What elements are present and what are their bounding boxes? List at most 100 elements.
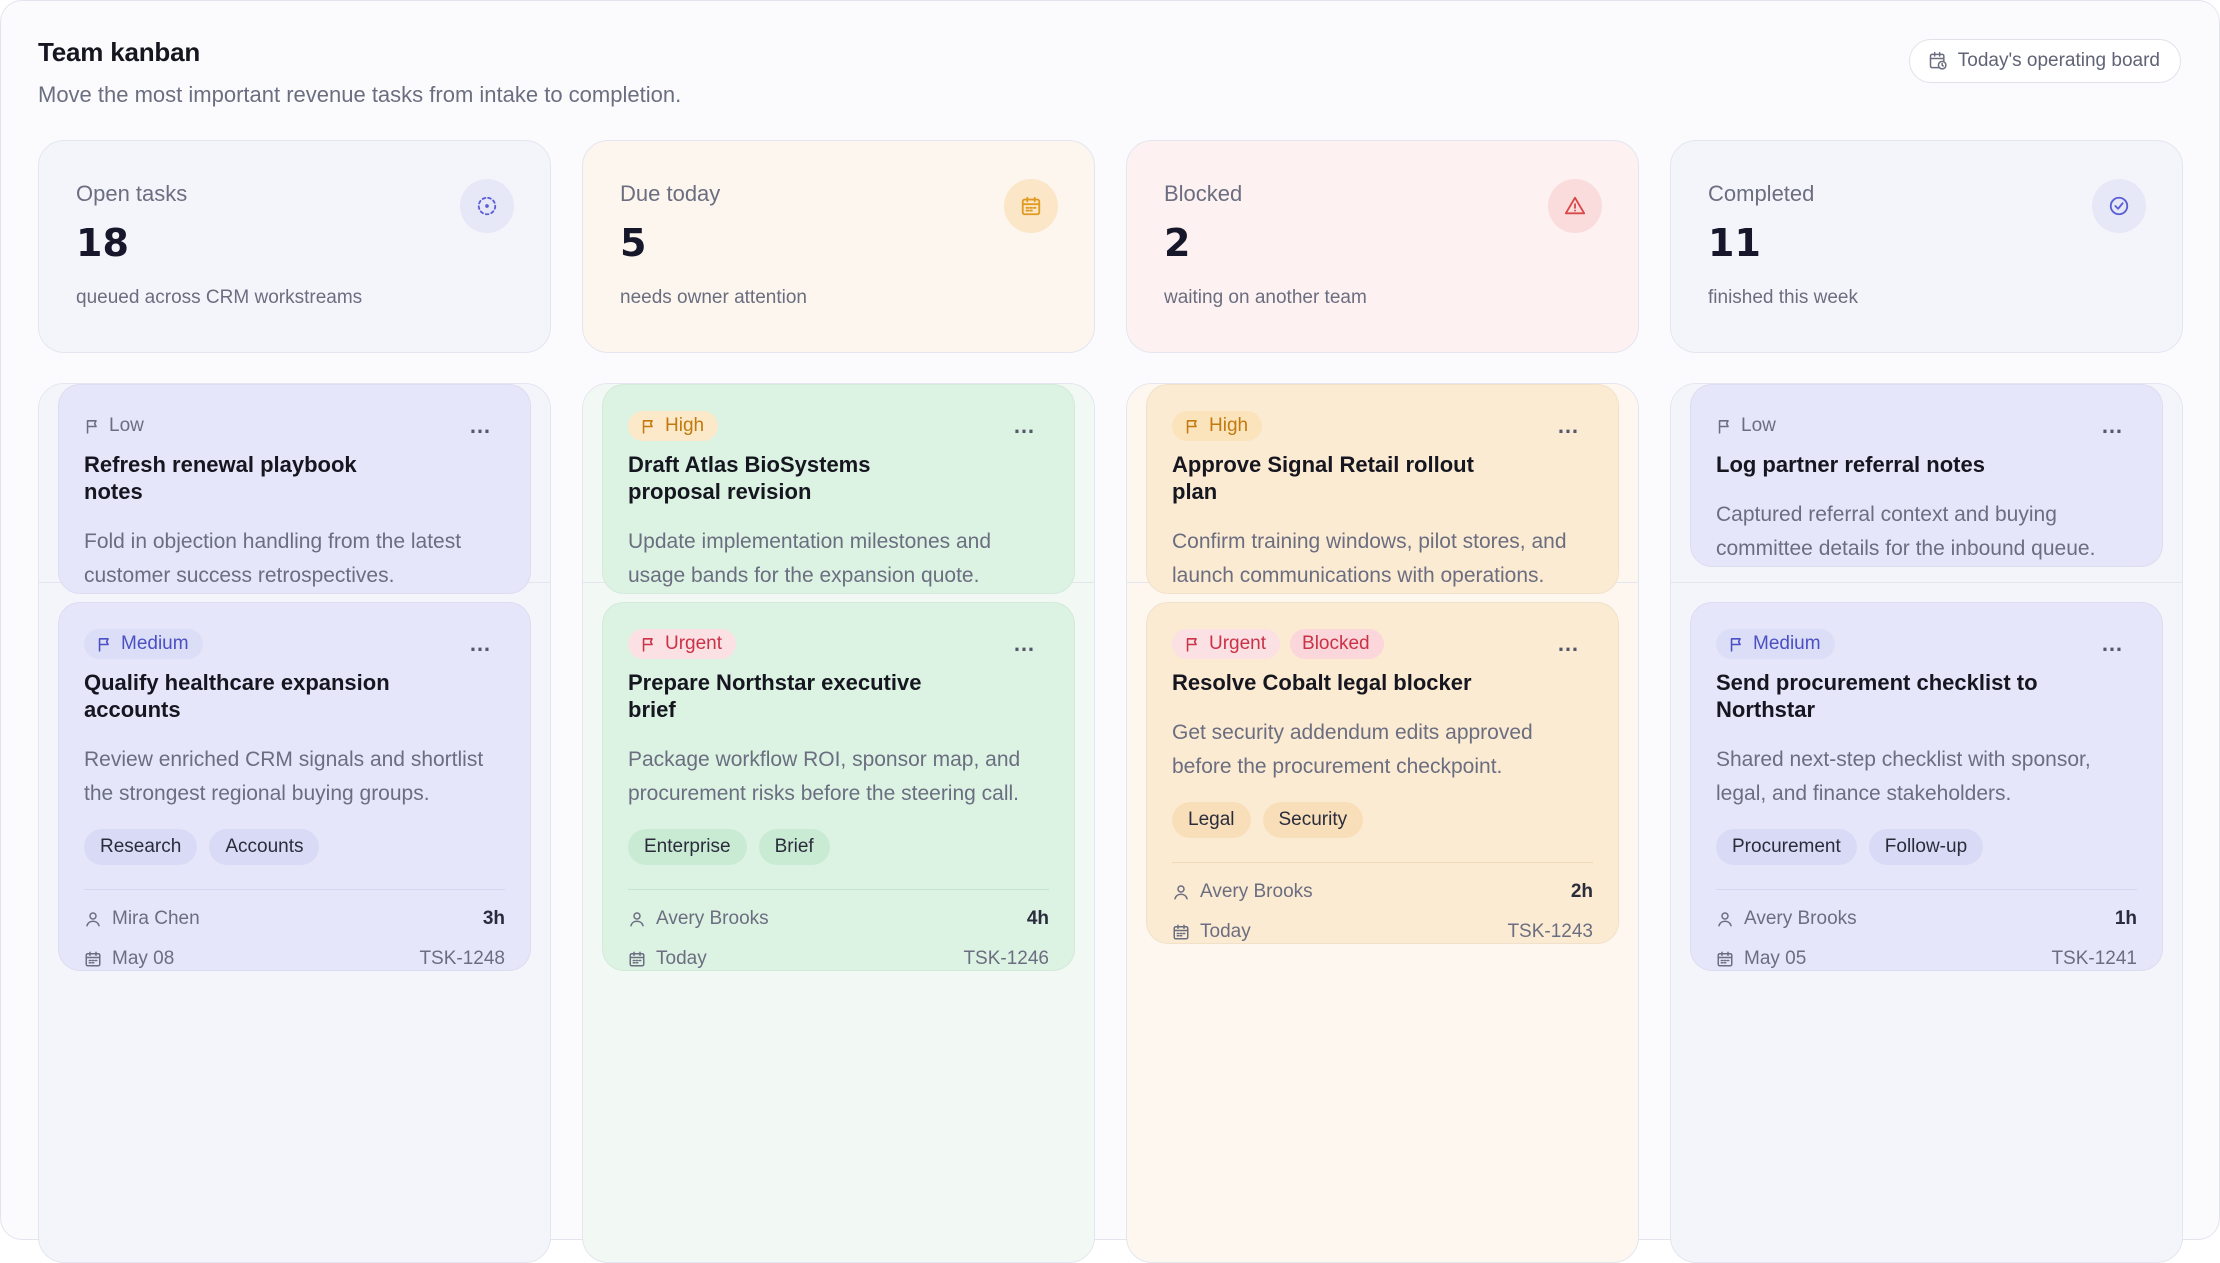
priority-label: Low [109, 415, 144, 436]
card-divider [1716, 889, 2137, 890]
due-row: Today TSK-1246 [628, 948, 1049, 970]
task-card[interactable]: Urgent Blocked … Resolve Cobalt legal block… [1146, 602, 1619, 944]
stat-note: finished this week [1708, 287, 1858, 308]
task-id: TSK-1248 [419, 948, 505, 969]
more-options-button[interactable]: … [469, 631, 492, 656]
page-subtitle: Move the most important revenue tasks fr… [38, 82, 682, 107]
tag-chip[interactable]: Brief [758, 829, 830, 865]
more-options-button[interactable]: … [2101, 631, 2124, 656]
due-date: May 05 [1716, 948, 1806, 970]
task-card[interactable]: High … Approve Signal Retail rollout plan C… [1146, 384, 1619, 594]
task-card[interactable]: Urgent … Prepare Northstar executive brief… [602, 602, 1075, 971]
task-title: Draft Atlas BioSystems proposal revision [628, 452, 871, 504]
priority-badge: Medium [1716, 629, 1835, 659]
task-tags: Procurement Follow-up [1716, 829, 2137, 865]
task-title: Approve Signal Retail rollout plan [1172, 452, 1474, 504]
flag-icon [1716, 418, 1733, 435]
task-description: Confirm training windows, pilot stores, … [1172, 530, 1567, 587]
task-description: Get security addendum edits approved bef… [1172, 721, 1533, 778]
more-options-button[interactable]: … [2101, 413, 2124, 438]
operating-board-button[interactable]: Today's operating board [1908, 39, 2181, 83]
due-date: Today [1172, 921, 1251, 943]
due-date: Today [628, 948, 707, 970]
tag-chip[interactable]: Procurement [1716, 829, 1857, 865]
operating-board-label: Today's operating board [1957, 50, 2160, 71]
priority-badges: High [628, 411, 1049, 441]
due-date-label: May 08 [112, 948, 175, 969]
tag-chip[interactable]: Enterprise [628, 829, 747, 865]
more-options-button[interactable]: … [469, 413, 492, 438]
page-header: Team kanban Move the most important reve… [38, 37, 681, 108]
alert-triangle-icon [1548, 179, 1602, 233]
priority-badges: Medium [1716, 629, 2137, 659]
more-options-button[interactable]: … [1013, 413, 1036, 438]
owner: Avery Brooks [628, 908, 769, 930]
stat-card: Due today 5 needs owner attention [582, 140, 1095, 353]
task-id: TSK-1243 [1507, 921, 1593, 942]
tag-chip[interactable]: Follow-up [1868, 829, 1984, 865]
task-title: Log partner referral notes [1716, 452, 1985, 477]
due-row: May 05 TSK-1241 [1716, 948, 2137, 970]
column-review: Review2Waiting for decision, dependency … [1126, 383, 1639, 1263]
flag-icon [640, 418, 657, 435]
task-id: TSK-1246 [963, 948, 1049, 969]
tag-chip[interactable]: Legal [1172, 802, 1251, 838]
due-date-label: May 05 [1744, 948, 1807, 969]
priority-label: High [665, 415, 705, 436]
tag-chip[interactable]: Research [84, 829, 198, 865]
more-options-button[interactable]: … [1557, 413, 1580, 438]
calendar-icon [1004, 179, 1058, 233]
more-options-button[interactable]: … [1557, 631, 1580, 656]
task-card[interactable]: Medium … Send procurement checklist to Nor… [1690, 602, 2163, 971]
owner-row: Avery Brooks 4h [628, 908, 1049, 930]
flag-icon [1728, 636, 1745, 653]
page-title: Team kanban [38, 37, 201, 67]
check-circle-icon [2092, 179, 2146, 233]
priority-badges: Medium [84, 629, 505, 659]
due-row: May 08 TSK-1248 [84, 948, 505, 970]
due-row: Today TSK-1243 [1172, 921, 1593, 943]
owner: Avery Brooks [1716, 908, 1857, 930]
owner-name: Avery Brooks [1200, 881, 1313, 902]
due-date-label: Today [1200, 921, 1251, 942]
owner-name: Mira Chen [112, 908, 200, 929]
priority-badge: Urgent [1172, 629, 1281, 659]
task-tags: Enterprise Brief [628, 829, 1049, 865]
task-card[interactable]: Low … Log partner referral notes Captured r… [1690, 384, 2163, 567]
calendar-clock-icon [1928, 51, 1948, 71]
priority-label: Urgent [1209, 633, 1267, 654]
stat-value: 18 [76, 221, 129, 265]
stat-note: waiting on another team [1164, 287, 1367, 308]
stat-card: Open tasks 18 queued across CRM workstream… [38, 140, 551, 353]
stat-label: Due today [620, 181, 721, 206]
owner-row: Avery Brooks 1h [1716, 908, 2137, 930]
time-estimate: 2h [1570, 881, 1593, 902]
task-description: Update implementation milestones and usa… [628, 530, 992, 587]
priority-badges: Urgent [628, 629, 1049, 659]
tag-chip[interactable]: Accounts [209, 829, 320, 865]
task-description: Captured referral context and buying com… [1716, 503, 2096, 560]
kanban-board: Backlog2Incoming requests that need scop… [38, 383, 2183, 1263]
more-options-button[interactable]: … [1013, 631, 1036, 656]
task-description: Review enriched CRM signals and shortlis… [84, 748, 484, 805]
priority-badge: Low [84, 411, 158, 441]
loader-dashed-icon [460, 179, 514, 233]
column-done: Done2Completed tasks that moved the curr… [1670, 383, 2183, 1263]
task-title: Qualify healthcare expansion accounts [84, 670, 390, 722]
task-title: Send procurement checklist to Northstar [1716, 670, 2038, 722]
column-backlog: Backlog2Incoming requests that need scop… [38, 383, 551, 1263]
tag-chip[interactable]: Security [1262, 802, 1364, 838]
priority-label: Medium [121, 633, 189, 654]
task-card[interactable]: High … Draft Atlas BioSystems proposal rev… [602, 384, 1075, 594]
calendar-small-icon [84, 950, 102, 968]
summary-stats: Open tasks 18 queued across CRM workstream… [38, 140, 2183, 353]
flag-icon [640, 636, 657, 653]
task-card[interactable]: Medium … Qualify healthcare expansion acco… [58, 602, 531, 971]
stat-note: needs owner attention [620, 287, 807, 308]
priority-label: Low [1741, 415, 1776, 436]
time-estimate: 1h [2114, 908, 2137, 929]
priority-label: High [1209, 415, 1249, 436]
task-card[interactable]: Low … Refresh renewal playbook notes Fold i… [58, 384, 531, 594]
user-icon [1172, 883, 1190, 901]
calendar-small-icon [1172, 923, 1190, 941]
